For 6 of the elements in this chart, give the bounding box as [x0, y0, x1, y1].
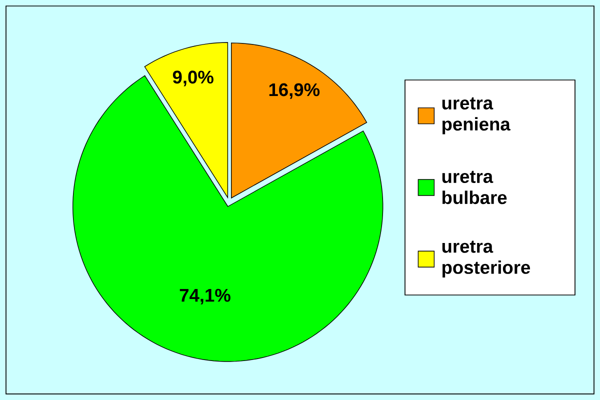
legend-label: uretra posteriore: [442, 240, 530, 278]
data-label: 74,1%: [180, 288, 230, 304]
legend-label: uretra peniena: [442, 97, 510, 134]
data-label: 9,0%: [172, 70, 214, 86]
legend-label: uretra bulbare: [442, 170, 507, 204]
data-label: 16,9%: [269, 83, 320, 99]
